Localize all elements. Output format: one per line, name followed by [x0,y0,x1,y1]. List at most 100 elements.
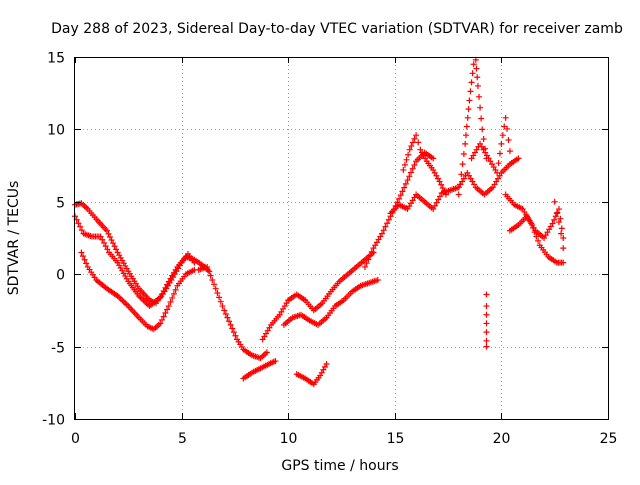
data-point [496,150,503,157]
data-point [557,215,564,222]
data-point [560,259,567,266]
data-point [167,299,174,306]
data-point [103,227,110,234]
data-point [380,227,387,234]
data-point [382,223,389,230]
data-point [436,178,443,185]
data-point [431,202,438,209]
data-point [160,287,167,294]
data-point [483,343,490,350]
ticks-layer [75,57,609,420]
y-tick-label: -10 [42,413,65,429]
data-point [107,233,114,240]
data-point [323,360,330,367]
data-point [460,151,467,158]
series-lowest-segment [240,358,279,382]
data-point [396,195,403,202]
series-isolated-column [483,291,490,350]
data-point [483,337,490,344]
data-point [209,276,216,283]
data-point [157,320,164,327]
series-tail-segment [502,191,567,266]
x-tick-label: 5 [178,431,187,447]
data-point [227,321,234,328]
data-point [405,151,412,158]
data-point [560,235,567,241]
data-point [469,70,476,77]
data-point [470,61,477,68]
data-point [551,198,558,205]
data-point [479,126,486,133]
data-point [78,249,85,256]
data-point [105,230,112,237]
data-point [468,79,475,86]
data-point [499,132,506,139]
data-point [462,140,469,147]
data-point [403,156,410,163]
data-point [157,294,164,301]
data-point [75,220,82,227]
data-point [160,313,167,320]
data-point [104,246,111,253]
data-point [222,311,229,318]
data-point [555,219,562,226]
data-point [401,161,408,168]
plot-frame [74,57,609,420]
data-point [374,276,381,283]
y-tick-label: 15 [47,51,65,67]
data-points-layer [72,56,567,388]
data-point [483,311,490,318]
data-point [483,329,490,336]
data-point [502,114,509,121]
y-axis-title: SDTVAR / TECUs [6,181,22,296]
data-point [435,196,442,203]
data-point [165,303,172,310]
data-point [211,281,218,288]
data-point [495,160,502,167]
data-point [560,245,567,252]
series-peak-main [400,132,449,198]
data-point [406,173,413,180]
data-point [205,268,212,275]
data-point [102,243,109,250]
series-lower-arc [78,249,198,333]
data-point [361,263,368,270]
data-point [553,210,560,217]
data-point [411,135,418,142]
data-point [477,104,484,111]
data-point [162,284,169,291]
x-tick-label: 20 [493,431,511,447]
data-point [515,155,522,162]
data-point [494,169,501,176]
y-tick-label: -5 [51,341,65,357]
data-point [406,146,413,153]
data-point [169,294,176,301]
data-point [158,316,165,323]
data-point [465,106,472,113]
data-point [415,139,422,146]
data-point [498,140,505,147]
data-point [172,286,179,293]
data-point [226,318,233,325]
data-point [483,320,490,327]
data-point [164,281,171,288]
data-point [363,260,370,267]
data-point [474,74,481,81]
data-point [558,230,565,237]
data-point [549,220,556,227]
data-point [230,329,237,336]
series-rise-segment [361,149,437,270]
data-point [413,132,420,139]
data-point [224,314,231,321]
data-point [401,184,408,191]
data-point [409,165,416,172]
data-point [219,303,226,310]
data-point [478,115,485,122]
data-point [476,93,483,100]
data-point [367,252,374,259]
x-axis-title: GPS time / hours [281,458,398,474]
data-point [483,303,490,310]
data-point [384,220,391,227]
